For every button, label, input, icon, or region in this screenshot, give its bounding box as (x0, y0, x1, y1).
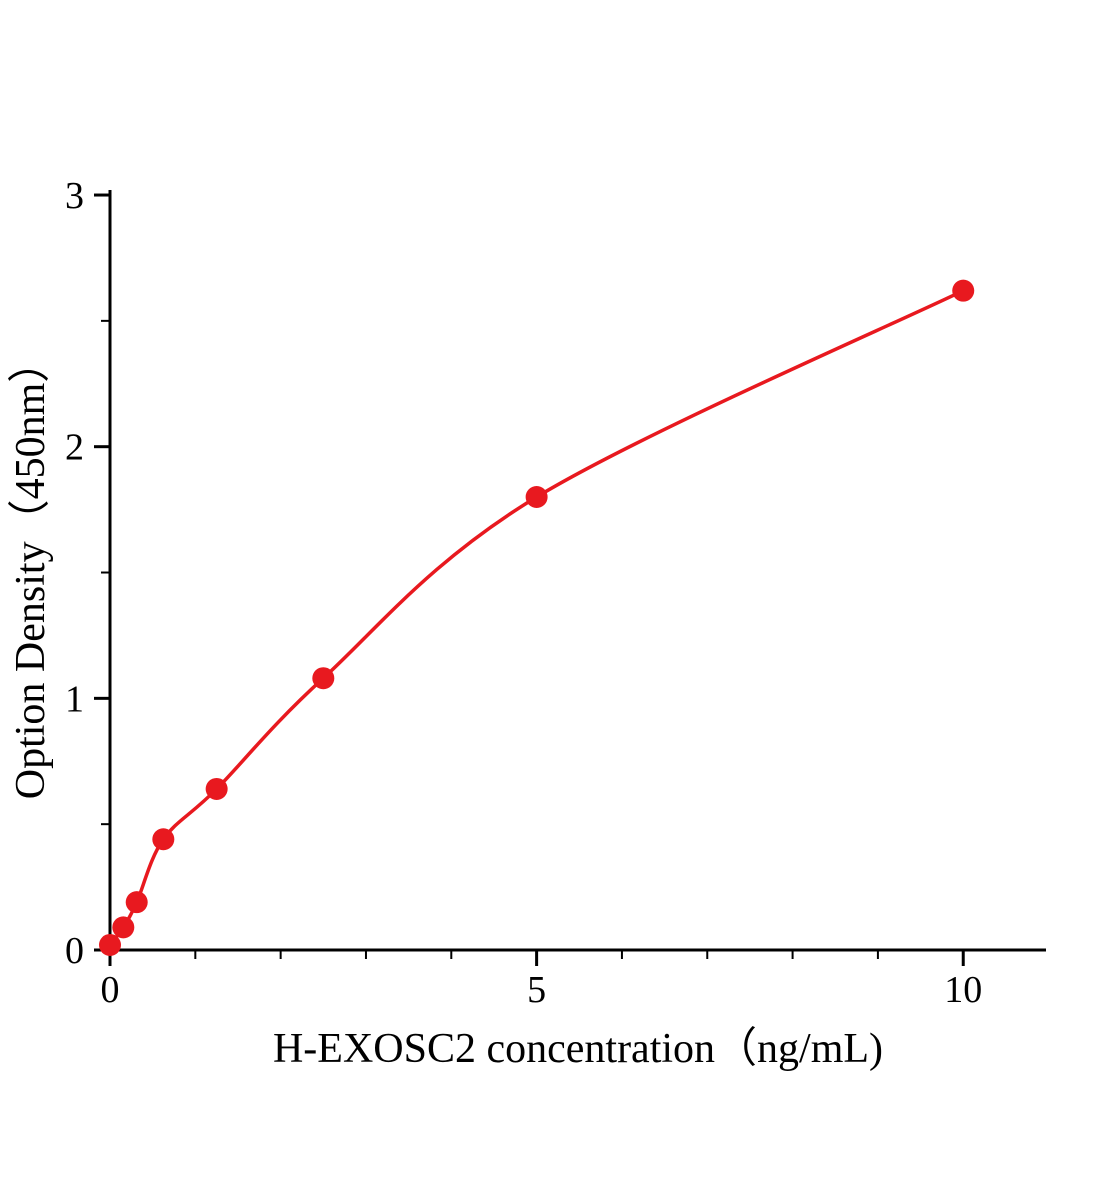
data-point (952, 279, 975, 302)
y-tick-label: 2 (65, 427, 84, 469)
plot-area: 0 5 10 0 1 2 3 (65, 175, 1046, 1011)
y-tick-label: 3 (65, 175, 84, 217)
data-point (525, 486, 548, 509)
data-point (99, 933, 121, 956)
x-tick-label: 0 (101, 969, 120, 1011)
data-point (125, 891, 148, 914)
data-point (152, 828, 175, 851)
data-point (205, 777, 228, 800)
y-axis-title: Option Density（450nm） (8, 341, 54, 800)
curve-line (108, 288, 965, 947)
data-point (312, 667, 335, 690)
y-tick-label: 0 (65, 930, 84, 972)
y-tick-label: 1 (65, 678, 84, 720)
x-tick-label: 5 (527, 969, 546, 1011)
data-point (112, 916, 135, 939)
x-axis-title: H-EXOSC2 concentration（ng/mL) (273, 1026, 883, 1072)
x-tick-label: 10 (944, 969, 982, 1011)
